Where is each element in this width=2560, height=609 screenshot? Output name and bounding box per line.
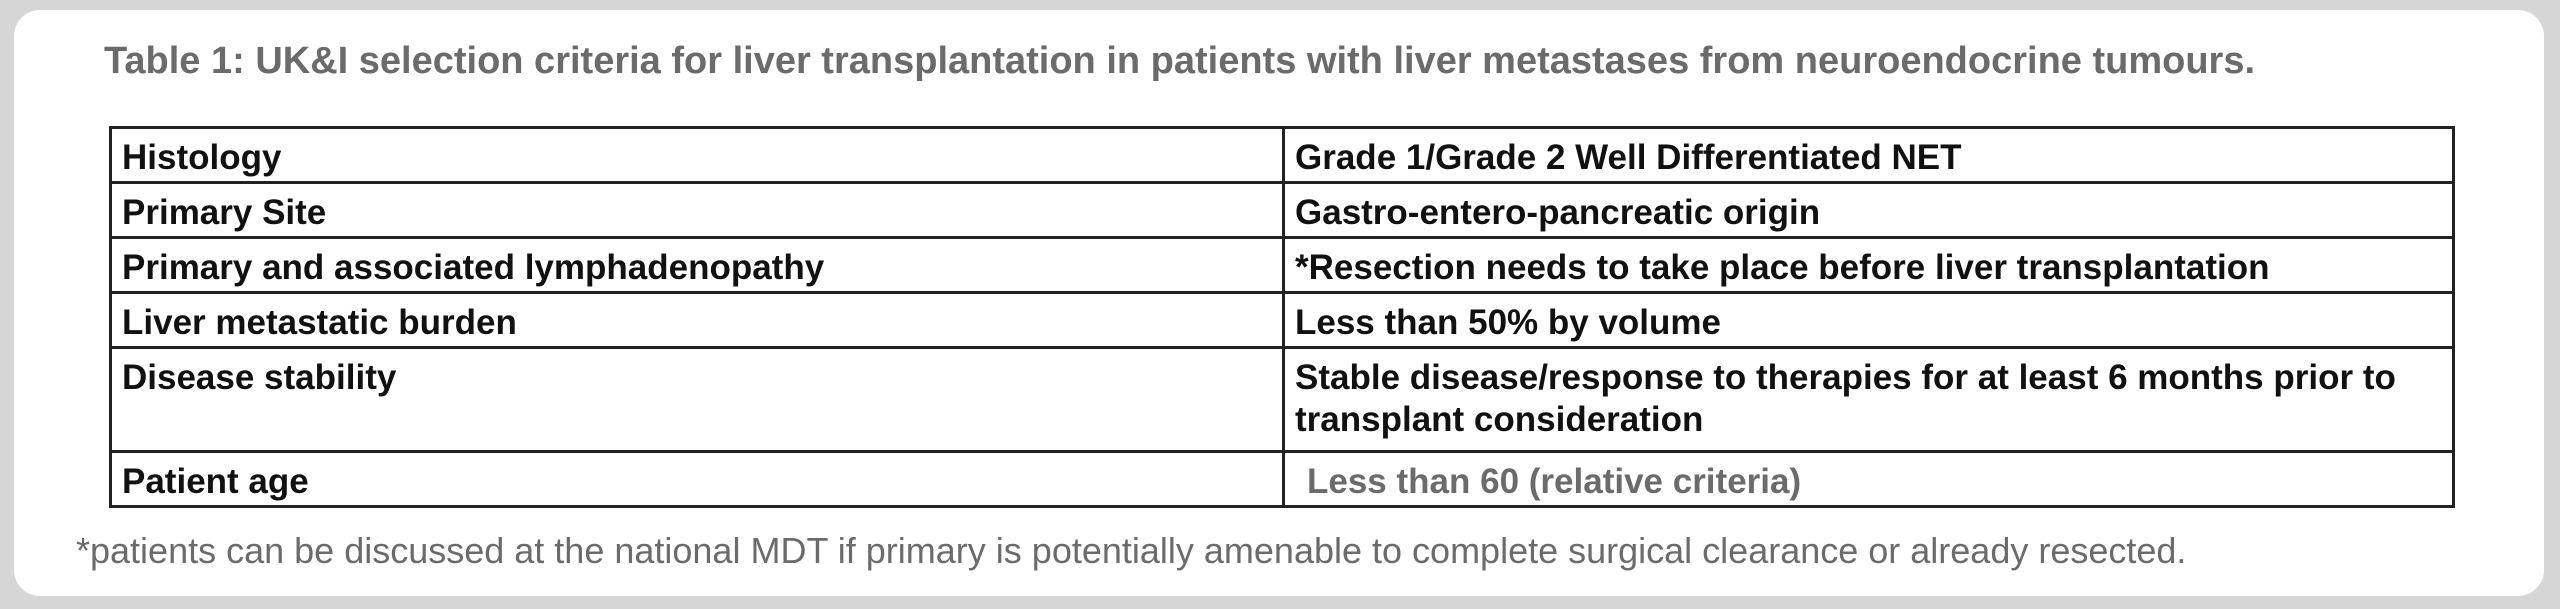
- requirement-cell: Gastro-entero-pancreatic origin: [1282, 181, 2455, 239]
- criterion-cell: Primary and associated lymphadenopathy: [109, 236, 1285, 294]
- table-row: Disease stability Stable disease/respons…: [109, 346, 2455, 453]
- requirement-cell: Stable disease/response to therapies for…: [1282, 346, 2455, 453]
- requirement-cell: *Resection needs to take place before li…: [1282, 236, 2455, 294]
- criterion-cell: Primary Site: [109, 181, 1285, 239]
- table-row: Liver metastatic burden Less than 50% by…: [109, 291, 2455, 349]
- criterion-cell: Histology: [109, 126, 1285, 184]
- table-row: Primary Site Gastro-entero-pancreatic or…: [109, 181, 2455, 239]
- requirement-cell: Less than 60 (relative criteria): [1282, 450, 2455, 508]
- table-footnote: *patients can be discussed at the nation…: [76, 530, 2187, 571]
- requirement-cell: Less than 50% by volume: [1282, 291, 2455, 349]
- table-caption: Table 1: UK&I selection criteria for liv…: [104, 40, 2256, 82]
- table-card: Table 1: UK&I selection criteria for liv…: [14, 10, 2544, 596]
- criterion-cell: Patient age: [109, 450, 1285, 508]
- selection-criteria-table: Histology Grade 1/Grade 2 Well Different…: [109, 126, 2455, 508]
- requirement-cell: Grade 1/Grade 2 Well Differentiated NET: [1282, 126, 2455, 184]
- table-row: Primary and associated lymphadenopathy *…: [109, 236, 2455, 294]
- table-row: Histology Grade 1/Grade 2 Well Different…: [109, 126, 2455, 184]
- table-row: Patient age Less than 60 (relative crite…: [109, 450, 2455, 508]
- criterion-cell: Disease stability: [109, 346, 1285, 453]
- criterion-cell: Liver metastatic burden: [109, 291, 1285, 349]
